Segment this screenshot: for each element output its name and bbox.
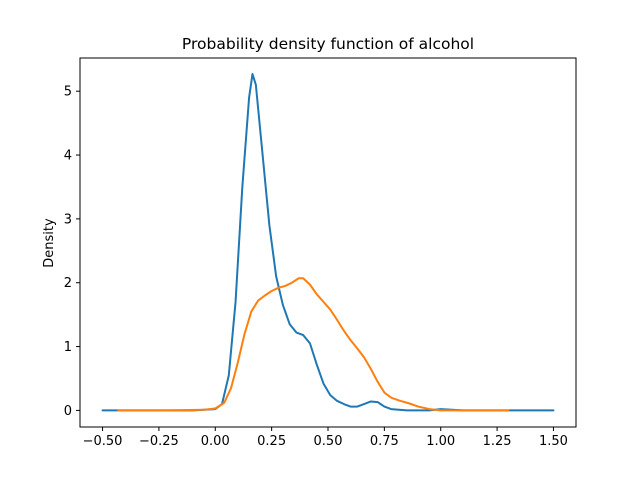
x-tick-label: 0.50: [314, 434, 343, 449]
x-tick-label: −0.25: [139, 434, 179, 449]
x-tick-label: 0.25: [257, 434, 286, 449]
x-tick-label: 1.00: [426, 434, 455, 449]
y-axis-label: Density: [42, 218, 57, 268]
x-tick-label: 1.25: [483, 434, 512, 449]
x-axis: −0.50 −0.25 0.00 0.25 0.50 0.75 1.00 1.25 1.50: [83, 427, 568, 449]
y-tick-label: 2: [64, 276, 72, 291]
x-tick-label: 0.00: [201, 434, 230, 449]
y-tick-label: 0: [64, 404, 72, 419]
x-tick-label: 1.50: [539, 434, 568, 449]
x-tick-label: −0.50: [83, 434, 123, 449]
density-line-1: [101, 72, 555, 412]
x-tick-label: 0.75: [370, 434, 399, 449]
y-tick-label: 5: [64, 85, 72, 100]
y-tick-label: 1: [64, 340, 72, 355]
plot-frame: [79, 57, 577, 428]
plot-area: [101, 72, 555, 412]
density-line-2: [117, 277, 510, 412]
y-tick-label: 3: [64, 212, 72, 227]
y-tick-label: 4: [64, 149, 72, 164]
chart-title: Probability density function of alcohol: [182, 35, 474, 53]
y-axis: 0 1 2 3 4 5: [64, 85, 80, 419]
